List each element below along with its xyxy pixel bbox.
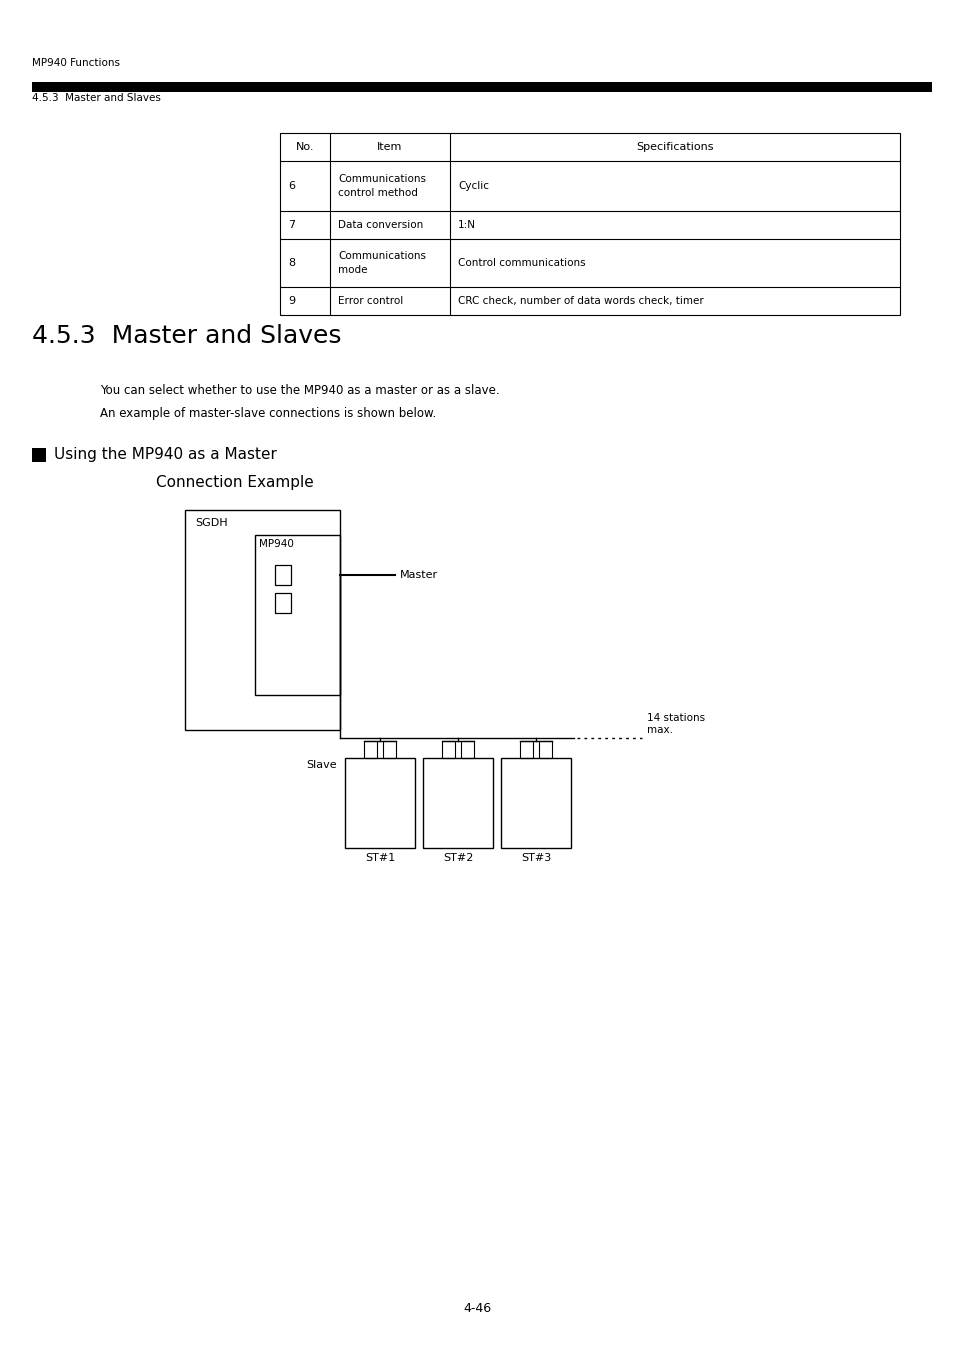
Text: 4.5.3  Master and Slaves: 4.5.3 Master and Slaves xyxy=(32,93,161,103)
Text: MP940 Functions: MP940 Functions xyxy=(32,58,120,68)
Bar xyxy=(382,740,395,758)
Text: You can select whether to use the MP940 as a master or as a slave.: You can select whether to use the MP940 … xyxy=(100,384,499,397)
Bar xyxy=(441,740,455,758)
Text: SGDH: SGDH xyxy=(194,517,228,528)
Bar xyxy=(422,758,493,848)
Bar xyxy=(185,509,339,730)
Bar xyxy=(254,535,339,694)
Bar xyxy=(500,758,571,848)
Bar xyxy=(364,740,376,758)
Text: Connection Example: Connection Example xyxy=(156,476,314,490)
Text: Using the MP940 as a Master: Using the MP940 as a Master xyxy=(54,447,276,462)
Bar xyxy=(274,565,291,585)
Text: 7: 7 xyxy=(288,220,294,230)
Text: 1:N: 1:N xyxy=(457,220,476,230)
Text: ST#3: ST#3 xyxy=(520,852,551,863)
Bar xyxy=(519,740,533,758)
Text: Data conversion: Data conversion xyxy=(337,220,423,230)
Text: An example of master-slave connections is shown below.: An example of master-slave connections i… xyxy=(100,407,436,420)
Text: Error control: Error control xyxy=(337,296,403,305)
Text: Communications
control method: Communications control method xyxy=(337,174,426,197)
Text: 14 stations
max.: 14 stations max. xyxy=(646,712,704,735)
Text: Master: Master xyxy=(399,570,437,580)
Text: Slave: Slave xyxy=(306,761,336,770)
Text: 4-46: 4-46 xyxy=(462,1301,491,1315)
Bar xyxy=(460,740,474,758)
Text: Item: Item xyxy=(377,142,402,153)
Bar xyxy=(280,132,899,315)
Bar xyxy=(274,593,291,613)
Text: No.: No. xyxy=(295,142,314,153)
Text: CRC check, number of data words check, timer: CRC check, number of data words check, t… xyxy=(457,296,703,305)
Text: Cyclic: Cyclic xyxy=(457,181,489,190)
Text: ST#1: ST#1 xyxy=(364,852,395,863)
Text: ST#2: ST#2 xyxy=(442,852,473,863)
Text: 6: 6 xyxy=(288,181,294,190)
Bar xyxy=(345,758,415,848)
Text: MP940: MP940 xyxy=(258,539,294,549)
Text: Communications
mode: Communications mode xyxy=(337,251,426,274)
Text: 9: 9 xyxy=(288,296,294,305)
Bar xyxy=(32,82,931,92)
Text: 8: 8 xyxy=(288,258,294,267)
Text: 4.5.3  Master and Slaves: 4.5.3 Master and Slaves xyxy=(32,324,341,349)
Text: Control communications: Control communications xyxy=(457,258,585,267)
Bar xyxy=(32,449,46,462)
Text: Specifications: Specifications xyxy=(636,142,713,153)
Bar xyxy=(538,740,552,758)
